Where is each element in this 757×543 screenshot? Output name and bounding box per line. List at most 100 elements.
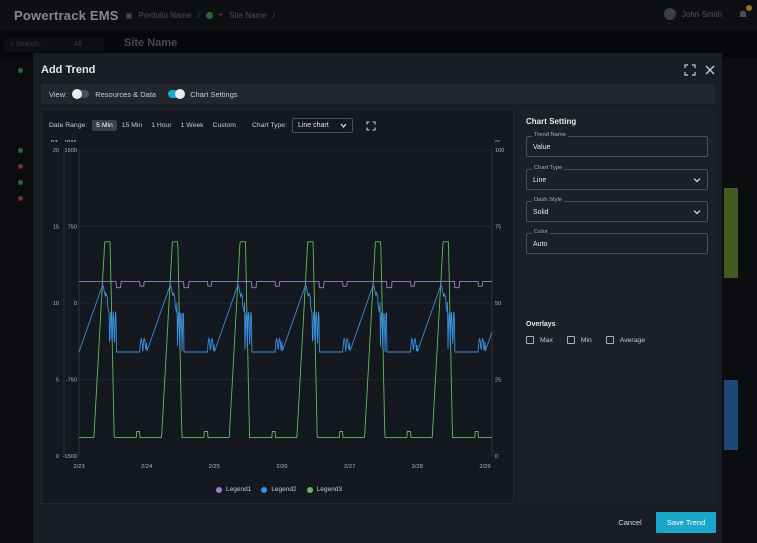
- x-tick-label: 2/26: [276, 464, 287, 470]
- legend3-swatch: [306, 486, 313, 493]
- legend-item-1[interactable]: Legend1: [216, 486, 251, 493]
- overlay-checkboxes: Max Min Average: [526, 336, 645, 344]
- y-tick-mw: 0: [74, 301, 77, 307]
- chart-settings-toggle[interactable]: [168, 89, 186, 99]
- view-bar: View: Resources & Data Chart Settings: [41, 84, 715, 104]
- resources-toggle[interactable]: [72, 89, 90, 99]
- brand-logo[interactable]: Powertrack EMS: [14, 8, 119, 23]
- y-tick-pct: 0: [495, 454, 498, 460]
- fullscreen-icon[interactable]: [684, 64, 696, 76]
- background-chart-bar: [724, 380, 738, 450]
- y-tick-pct: 25: [495, 378, 501, 384]
- user-menu[interactable]: John Smith: [664, 8, 722, 20]
- series-legend2-line: [78, 283, 493, 353]
- x-tick-label: 2/25: [209, 464, 220, 470]
- add-trend-modal: Add Trend View: Resources & Data Chart S…: [33, 53, 722, 543]
- legend1-swatch: [216, 486, 222, 493]
- modal-title: Add Trend: [41, 64, 96, 76]
- range-1hour[interactable]: 1 Hour: [151, 122, 172, 129]
- user-name: John Smith: [682, 9, 723, 19]
- chevron-down-icon: [340, 123, 347, 128]
- top-bar: Powertrack EMS ▣ Portfolio Name / ⌖ Site…: [0, 0, 757, 30]
- dash-style-field[interactable]: Dash Style Solid: [526, 197, 708, 222]
- portfolio-icon: ▣: [125, 10, 133, 20]
- y-tick-kv: 5: [56, 378, 59, 384]
- series-legend1-line: [79, 281, 492, 289]
- overlays-title: Overlays: [526, 321, 556, 328]
- y-tick-kv: 15: [53, 225, 59, 231]
- range-custom[interactable]: Custom: [212, 122, 236, 129]
- trend-name-field[interactable]: Trend Name Value: [526, 132, 708, 157]
- tree-status-dot: [18, 148, 23, 153]
- overlay-max-checkbox[interactable]: Max: [526, 336, 553, 344]
- x-tick-label: 2/29: [479, 464, 490, 470]
- legend-item-3[interactable]: Legend3: [306, 486, 342, 493]
- chart-controls: Date Range: 5 Min 15 Min 1 Hour 1 Week C…: [49, 118, 376, 133]
- legend2-label: Legend2: [271, 486, 297, 493]
- x-tick-label: 2/23: [73, 464, 84, 470]
- breadcrumb-site[interactable]: Site Name: [229, 10, 267, 20]
- y-tick-mw: 750: [68, 225, 77, 231]
- legend1-label: Legend1: [226, 486, 252, 493]
- chevron-down-icon: [693, 178, 701, 183]
- expand-icon[interactable]: [366, 120, 376, 131]
- notification-badge: [746, 5, 752, 11]
- chart-type-value: Line chart: [297, 122, 329, 129]
- tree-status-dot: [18, 164, 23, 169]
- y-tick-pct: 100: [495, 148, 504, 154]
- location-pin-icon: ⌖: [218, 10, 224, 19]
- y-tick-mw: -750: [66, 378, 77, 384]
- background-panel: [722, 58, 757, 543]
- page-title: Site Name: [124, 37, 178, 49]
- search-filter[interactable]: All: [73, 41, 82, 48]
- background-chart-bar: [724, 188, 738, 278]
- y-tick-kv: 10: [53, 301, 59, 307]
- chart-legend: Legend1 Legend2 Legend3: [216, 486, 342, 493]
- y-tick-pct: 50: [495, 301, 501, 307]
- y-tick-mw: 1500: [65, 148, 77, 154]
- search-icon: ⌕: [10, 41, 14, 48]
- breadcrumb-portfolio[interactable]: Portfolio Name: [138, 10, 192, 20]
- save-trend-button[interactable]: Save Trend: [656, 512, 716, 533]
- axis-label-pct: %: [494, 140, 500, 144]
- view-label: View:: [49, 89, 68, 99]
- y-tick-kv: 20: [53, 148, 59, 154]
- y-tick-mw: -1500: [63, 454, 77, 460]
- search-input[interactable]: ⌕ Search... All: [4, 38, 104, 52]
- sidebar: [0, 58, 33, 543]
- overlay-average-checkbox[interactable]: Average: [605, 336, 645, 344]
- x-tick-label: 2/28: [412, 464, 423, 470]
- legend-item-2[interactable]: Legend2: [261, 486, 297, 493]
- resources-toggle-label: Resources & Data: [95, 89, 157, 99]
- range-15min[interactable]: 15 Min: [121, 122, 143, 129]
- legend3-label: Legend3: [316, 486, 342, 493]
- tree-status-dot: [18, 180, 23, 185]
- chevron-down-icon: [693, 210, 701, 215]
- chart-settings-panel: Chart Setting Trend Name Value Chart Typ…: [518, 109, 715, 504]
- bell-icon[interactable]: [738, 9, 748, 19]
- range-5min[interactable]: 5 Min: [92, 120, 117, 131]
- chart-type-label: Chart Type:: [251, 122, 287, 129]
- x-tick-label: 2/27: [344, 464, 355, 470]
- date-range-label: Date Range:: [49, 122, 88, 129]
- settings-title: Chart Setting: [526, 117, 577, 126]
- chart-type-field[interactable]: Chart Type Line: [526, 165, 708, 190]
- breadcrumb: ▣ Portfolio Name / ⌖ Site Name /: [125, 10, 275, 20]
- chart-type-select[interactable]: Line chart: [291, 118, 353, 133]
- legend2-swatch: [261, 486, 268, 493]
- axis-label-mw: MW: [65, 140, 77, 144]
- close-icon[interactable]: [704, 64, 716, 76]
- overlay-min-checkbox[interactable]: Min: [566, 336, 592, 344]
- date-range-selector: 5 Min 15 Min 1 Hour 1 Week Custom: [92, 120, 240, 131]
- cancel-button[interactable]: Cancel: [618, 518, 642, 527]
- series-legend3-line: [79, 241, 492, 439]
- x-tick-label: 2/24: [141, 464, 153, 470]
- y-tick-kv: 0: [56, 454, 59, 460]
- tree-status-dot: [18, 196, 23, 201]
- tree-status-dot: [18, 68, 23, 73]
- range-1week[interactable]: 1 Week: [180, 122, 204, 129]
- chart-settings-toggle-label: Chart Settings: [190, 89, 238, 99]
- chart-panel: Date Range: 5 Min 15 Min 1 Hour 1 Week C…: [41, 109, 514, 504]
- color-field[interactable]: Color Auto: [526, 229, 708, 254]
